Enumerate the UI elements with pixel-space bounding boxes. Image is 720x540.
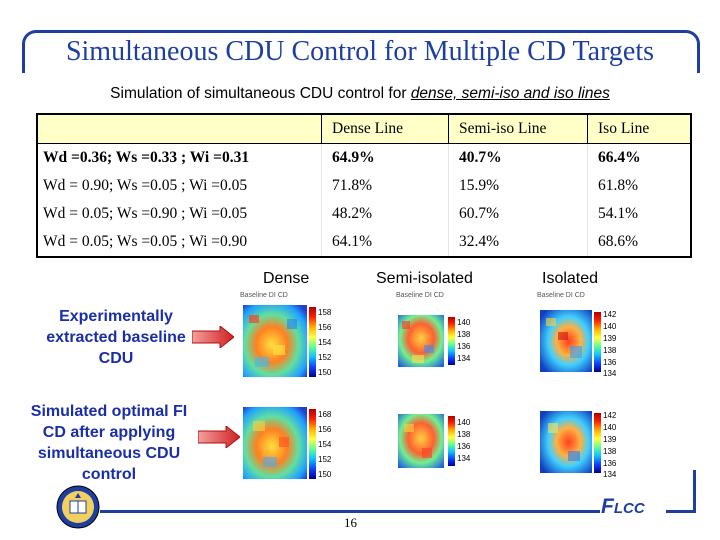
subtitle-emphasis: dense, semi-iso and iso lines [410,85,610,102]
colorbar-tick: 136 [457,342,471,351]
colorbar [309,307,316,377]
colorbar-tick: 152 [318,455,332,464]
subtitle-text: Simulation of simultaneous CDU control f… [110,85,411,102]
colorbar-tick: 150 [318,470,332,479]
flcc-logo-rest: LCC [613,500,645,517]
colorbar-tick: 136 [603,459,617,468]
colorbar-tick: 134 [457,354,471,363]
colorbar-tick: 134 [603,369,617,378]
table-row: Wd = 0.05; Ws =0.05 ; Wi =0.90 64.1% 32.… [36,228,692,257]
cell-iso: 54.1% [587,200,692,228]
page-number: 16 [344,515,357,530]
heatmap-dense-simulated [243,407,307,479]
heatmap-dense-baseline [243,305,307,377]
colorbar-tick: 134 [457,454,471,463]
colorbar-tick: 140 [603,322,617,331]
map-caption: Baseline DI CD [396,292,444,299]
table-header-row: Dense Line Semi-iso Line Iso Line [36,113,692,144]
colorbar-tick: 168 [318,410,332,419]
table-header-iso: Iso Line [587,113,692,144]
slide-frame-bottom [100,510,600,513]
heatmap-semi-baseline [398,315,444,367]
cell-semi: 40.7% [448,143,588,172]
cell-semi: 32.4% [448,228,588,257]
colorbar-tick: 138 [457,330,471,339]
slide-frame-bottom-right [666,510,696,513]
colorbar [594,413,601,473]
colorbar-tick: 150 [318,368,332,377]
flcc-logo: FLCC [601,495,645,519]
cell-dense: 71.8% [321,172,449,200]
cell-iso: 61.8% [587,172,692,200]
colorbar-tick: 142 [603,310,617,319]
colorbar-tick: 154 [318,338,332,347]
map-caption: Baseline DI CD [240,292,288,299]
row-weights: Wd = 0.05; Ws =0.05 ; Wi =0.90 [36,228,322,257]
colorbar-tick: 142 [603,411,617,420]
colorbar-tick: 138 [603,447,617,456]
colorbar-tick: 156 [318,323,332,332]
colorbar-tick: 152 [318,353,332,362]
cell-dense: 64.9% [321,143,449,172]
heatmap-iso-simulated [540,411,592,473]
table-header-dense: Dense Line [321,113,449,144]
colorbar-tick: 134 [603,470,617,479]
colorbar-tick: 138 [457,430,471,439]
heatmap-semi-simulated [398,414,444,468]
arrow-right-icon [198,426,240,448]
colorbar-tick: 154 [318,440,332,449]
colorbar-tick: 158 [318,308,332,317]
table-row: Wd =0.36; Ws =0.33 ; Wi =0.31 64.9% 40.7… [36,143,692,172]
heatmap-iso-baseline [540,310,592,372]
row-weights: Wd = 0.05; Ws =0.90 ; Wi =0.05 [36,200,322,228]
column-label-semi-isolated: Semi-isolated [376,270,473,287]
slide-frame-corner [693,470,696,513]
colorbar-tick: 140 [603,423,617,432]
colorbar-tick: 139 [603,334,617,343]
row-label-baseline: Experimentally extracted baseline CDU [46,308,186,367]
colorbar-tick: 136 [603,358,617,367]
cell-semi: 60.7% [448,200,588,228]
cell-semi: 15.9% [448,172,588,200]
results-table: Dense Line Semi-iso Line Iso Line Wd =0.… [36,113,692,258]
table-row: Wd = 0.90; Ws =0.05 ; Wi =0.05 71.8% 15.… [36,172,692,200]
cell-iso: 68.6% [587,228,692,257]
slide-frame-top [22,30,700,73]
flcc-logo-lead: F [601,495,614,518]
table-row: Wd = 0.05; Ws =0.90 ; Wi =0.05 48.2% 60.… [36,200,692,228]
slide-subtitle: Simulation of simultaneous CDU control f… [0,85,720,103]
colorbar [594,312,601,372]
column-label-dense: Dense [263,270,310,287]
table-header-semi: Semi-iso Line [448,113,588,144]
colorbar [448,317,455,365]
column-label-isolated: Isolated [542,270,599,287]
slide-title: Simultaneous CDU Control for Multiple CD… [65,36,655,67]
cell-dense: 48.2% [321,200,449,228]
colorbar-tick: 140 [457,318,471,327]
colorbar [448,416,455,466]
cell-iso: 66.4% [587,143,692,172]
arrow-right-icon [192,326,234,348]
row-weights: Wd =0.36; Ws =0.33 ; Wi =0.31 [36,143,322,172]
colorbar-tick: 140 [457,418,471,427]
colorbar [309,409,316,479]
row-label-simulated: Simulated optimal FI CD after applying s… [30,403,188,483]
colorbar-tick: 156 [318,425,332,434]
colorbar-tick: 138 [603,346,617,355]
colorbar-tick: 136 [457,442,471,451]
colorbar-tick: 139 [603,435,617,444]
table-header-empty [36,113,322,144]
map-caption: Baseline DI CD [537,292,585,299]
university-seal-icon [56,485,100,529]
row-weights: Wd = 0.90; Ws =0.05 ; Wi =0.05 [36,172,322,200]
cell-dense: 64.1% [321,228,449,257]
